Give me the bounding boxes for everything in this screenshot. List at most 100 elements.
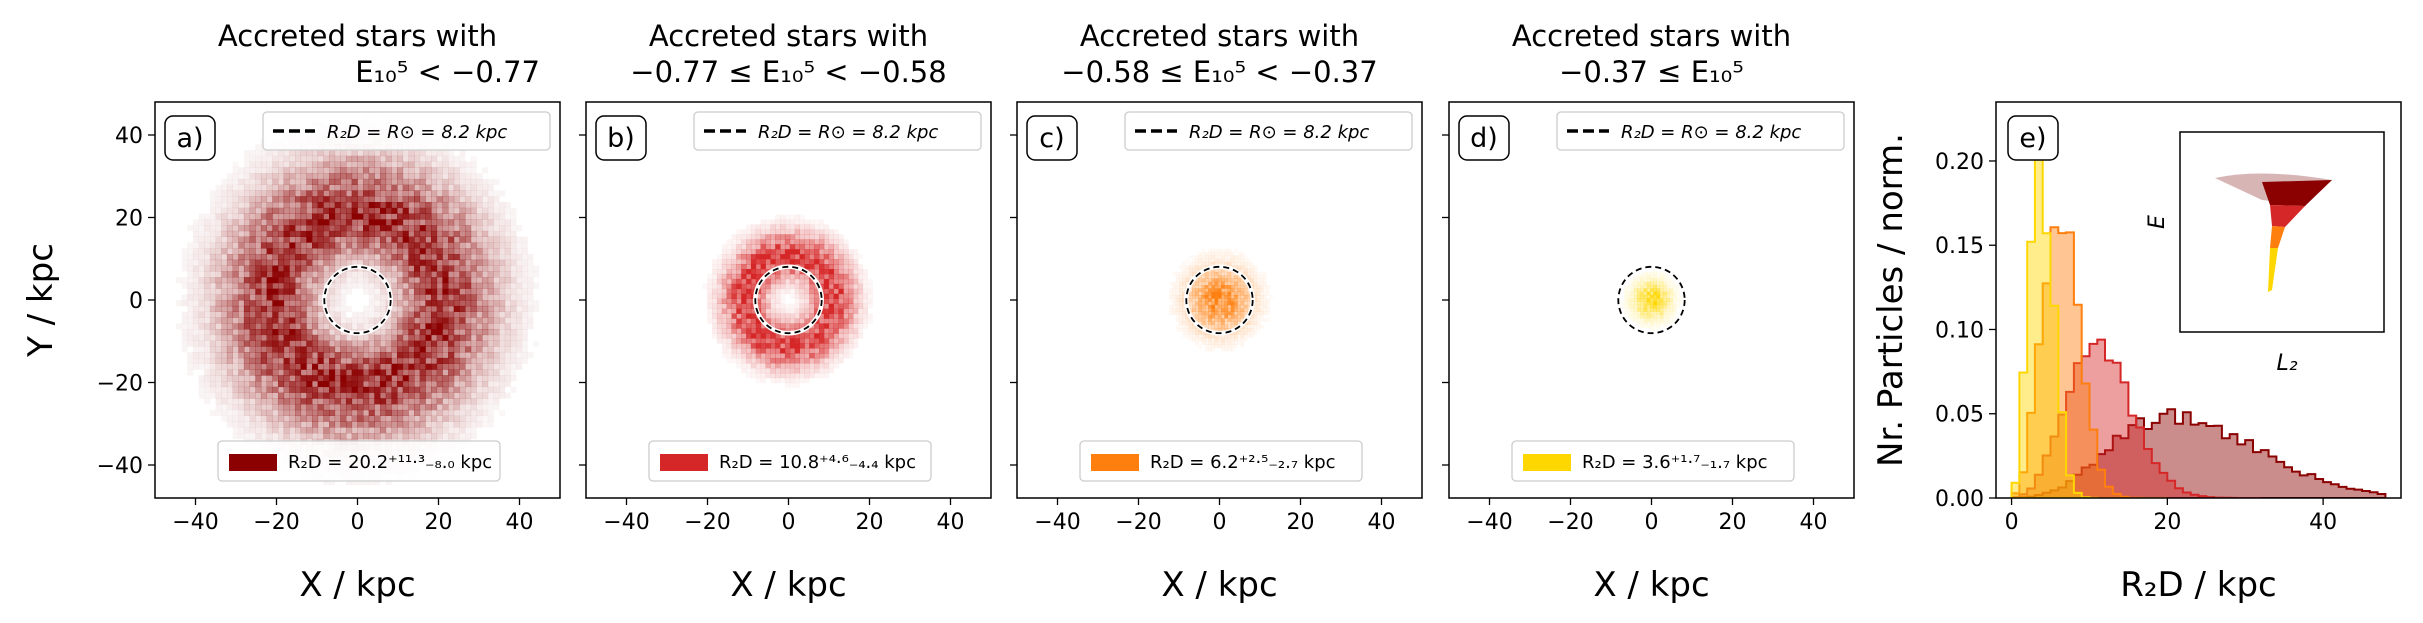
heatmap-cell [1224, 278, 1228, 283]
heatmap-cell [340, 271, 347, 278]
x-tick-label: 20 [425, 510, 453, 535]
heatmap-cell [712, 269, 718, 275]
heatmap-cell [482, 369, 489, 376]
heatmap-cell [493, 404, 500, 411]
heatmap-cell [487, 398, 494, 405]
heatmap-cell [249, 357, 256, 364]
heatmap-cell [368, 230, 375, 237]
heatmap-cell [794, 229, 800, 235]
heatmap-cell [1630, 308, 1635, 312]
heatmap-cell [814, 333, 820, 339]
heatmap-cell [470, 173, 477, 180]
heatmap-cell [243, 254, 250, 261]
heatmap-cell [1192, 291, 1196, 296]
heatmap-cell [1243, 328, 1248, 332]
heatmap-cell [278, 340, 285, 347]
heatmap-cell [741, 249, 747, 255]
heatmap-cell [181, 282, 188, 289]
heatmap-cell [1192, 314, 1196, 319]
heatmap-cell [1227, 281, 1232, 286]
heatmap-cell [380, 311, 387, 318]
heatmap-cell [209, 230, 216, 237]
heatmap-cell [295, 334, 302, 341]
heatmap-cell [799, 283, 805, 290]
heatmap-cell [755, 377, 762, 384]
heatmap-cell [750, 283, 757, 290]
heatmap-cell [789, 273, 796, 280]
heatmap-cell [300, 386, 307, 393]
heatmap-cell [775, 348, 781, 354]
heatmap-cell [374, 265, 381, 272]
heatmap-cell [306, 421, 313, 428]
heatmap-cell [363, 184, 370, 191]
heatmap-cell [1256, 281, 1261, 286]
heatmap-cell [419, 409, 426, 416]
heatmap-cell [750, 313, 757, 319]
heatmap-cell [368, 202, 375, 209]
heatmap-cell [1211, 298, 1215, 302]
heatmap-cell [295, 294, 302, 301]
heatmap-cell [736, 234, 742, 240]
heatmap-cell [181, 323, 188, 330]
heatmap-cell [1250, 314, 1254, 319]
heatmap-cell [317, 427, 324, 434]
heatmap-cell [323, 271, 330, 278]
heatmap-cell [1234, 281, 1238, 286]
heatmap-cell [510, 259, 517, 266]
heatmap-cell [1640, 281, 1644, 286]
heatmap-cell [504, 375, 511, 382]
heatmap-cell [493, 369, 500, 376]
heatmap-cell [233, 162, 239, 168]
heatmap-cell [1214, 288, 1219, 292]
heatmap-cell [306, 346, 313, 353]
heatmap-cell [833, 343, 839, 349]
heatmap-cell [823, 249, 830, 255]
heatmap-cell [1633, 314, 1638, 319]
heatmap-cell [448, 311, 455, 318]
heatmap-cell [746, 288, 752, 295]
heatmap-cell [765, 333, 771, 339]
heatmap-cell [1234, 298, 1238, 302]
heatmap-cell [323, 213, 330, 220]
heatmap-cell [470, 392, 477, 399]
heatmap-cell [329, 346, 336, 353]
heatmap-cell [363, 277, 370, 284]
heatmap-cell [300, 404, 307, 411]
heatmap-cell [1217, 334, 1222, 339]
heatmap-cell [1179, 324, 1183, 329]
heatmap-cell [283, 236, 290, 243]
heatmap-cell [374, 346, 381, 353]
heatmap-cell [260, 398, 267, 405]
heatmap-cell [823, 303, 830, 309]
heatmap-cell [1211, 328, 1215, 332]
heatmap-cell [1227, 262, 1232, 266]
heatmap-cell [1260, 324, 1264, 329]
heatmap-cell [357, 409, 364, 416]
heatmap-cell [402, 311, 409, 318]
heatmap-cell [516, 271, 523, 278]
heatmap-cell [363, 248, 370, 255]
heatmap-cell [340, 190, 347, 197]
heatmap-cell [1643, 318, 1648, 322]
heatmap-cell [351, 346, 358, 353]
heatmap-cell [1263, 311, 1267, 316]
heatmap-cell [431, 427, 438, 434]
heatmap-cell [1253, 304, 1258, 309]
heatmap-cell [204, 294, 211, 301]
heatmap-cell [760, 254, 766, 260]
heatmap-cell [306, 352, 313, 359]
heatmap-cell [209, 317, 216, 324]
heatmap-cell [442, 202, 449, 209]
heatmap-cell [334, 213, 341, 220]
heatmap-cell [192, 346, 199, 353]
heatmap-cell [351, 254, 358, 261]
heatmap-cell [731, 333, 737, 339]
heatmap-cell [784, 273, 791, 280]
heatmap-cell [340, 311, 347, 318]
heatmap-cell [391, 277, 398, 284]
heatmap-cell [746, 318, 752, 324]
heatmap-cell [198, 357, 205, 364]
heatmap-cell [476, 184, 483, 191]
heatmap-cell [731, 308, 737, 314]
heatmap-cell [726, 254, 732, 260]
